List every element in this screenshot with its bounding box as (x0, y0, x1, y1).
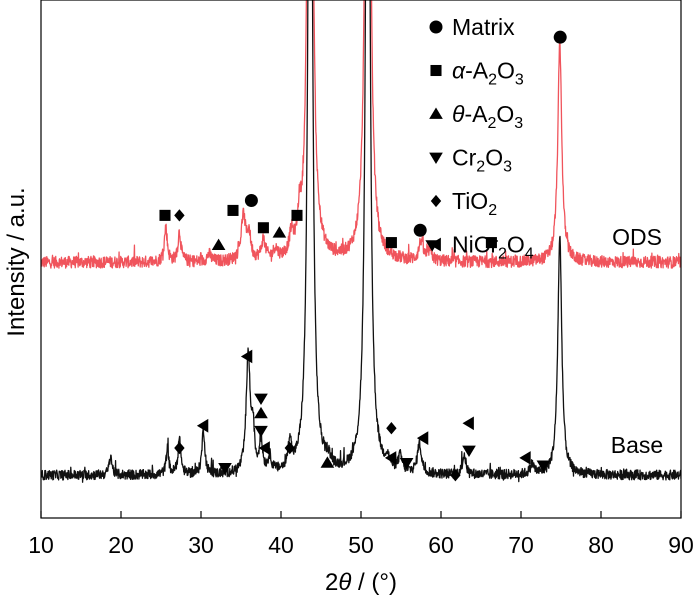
triangle-left-marker (462, 416, 474, 431)
x-tick-label: 40 (268, 532, 294, 558)
legend-label: NiCr2O4 (452, 232, 534, 263)
square-marker (485, 237, 497, 249)
x-axis: 10 20 30 40 50 60 70 80 90 (28, 511, 694, 558)
x-tick-label: 70 (508, 532, 534, 558)
legend-item-2: α-A2O3 (430, 58, 524, 89)
x-tick-label: 50 (348, 532, 374, 558)
diamond-marker (430, 194, 442, 208)
triangle-down-marker (536, 460, 551, 472)
legend: Matrix α-A2O3 θ-A2O3 Cr2O3 TiO2 NiCr2O4 (429, 14, 534, 263)
circle-marker (244, 194, 258, 208)
x-tick-label: 80 (588, 532, 614, 558)
triangle-down-marker (462, 445, 476, 457)
x-tick-label: 60 (428, 532, 454, 558)
triangle-up-marker (429, 107, 443, 119)
series-base-line (41, 0, 681, 483)
series-ods-line (41, 0, 681, 269)
triangle-left-marker (429, 237, 441, 252)
square-marker (291, 209, 303, 221)
x-tick-label: 20 (108, 532, 134, 558)
x-tick-label: 30 (188, 532, 214, 558)
series-label-ods: ODS (612, 224, 662, 250)
axis-labels: 2θ / (°) Intensity / a.u. ODS Base (3, 187, 663, 596)
circle-marker (553, 30, 567, 44)
triangle-up-marker (211, 238, 226, 250)
x-axis-label: 2θ / (°) (325, 569, 397, 596)
triangle-down-marker (254, 393, 268, 406)
square-marker (227, 204, 239, 216)
triangle-left-marker (519, 451, 531, 465)
triangle-down-marker (399, 458, 414, 470)
legend-item-4: Cr2O3 (429, 145, 512, 176)
diamond-marker (386, 422, 397, 435)
triangle-left-marker (416, 431, 429, 445)
legend-item-3: θ-A2O3 (429, 101, 523, 132)
circle-marker (429, 20, 443, 34)
diamond-marker (284, 441, 295, 455)
x-tick-label: 10 (28, 532, 54, 558)
triangle-left-marker (240, 349, 253, 364)
diamond-marker (174, 209, 185, 222)
triangle-down-marker (218, 462, 232, 475)
legend-label: θ-A2O3 (452, 101, 523, 132)
triangle-left-marker (196, 418, 209, 433)
legend-item-6: NiCr2O4 (429, 232, 534, 263)
legend-label: α-A2O3 (452, 58, 524, 89)
triangle-left-marker (258, 441, 270, 455)
square-marker (159, 209, 171, 221)
square-marker (430, 64, 442, 77)
legend-item-5: TiO2 (430, 188, 497, 219)
square-marker (385, 237, 397, 249)
legend-label: TiO2 (452, 188, 497, 219)
legend-item-1: Matrix (429, 14, 515, 40)
diamond-marker (450, 469, 461, 482)
y-axis-label: Intensity / a.u. (3, 187, 30, 336)
series-layer (41, 0, 681, 483)
triangle-up-marker (272, 226, 287, 238)
triangle-up-marker (254, 406, 268, 419)
circle-marker (413, 223, 427, 237)
triangle-down-marker (429, 152, 443, 164)
series-label-base: Base (611, 432, 663, 458)
square-marker (257, 222, 269, 234)
legend-label: Matrix (452, 14, 515, 40)
diamond-marker (174, 441, 185, 455)
legend-label: Cr2O3 (452, 145, 512, 176)
triangle-down-marker (254, 425, 268, 438)
triangle-left-marker (384, 451, 397, 465)
x-tick-label: 90 (668, 532, 694, 558)
triangle-up-marker (320, 456, 335, 468)
